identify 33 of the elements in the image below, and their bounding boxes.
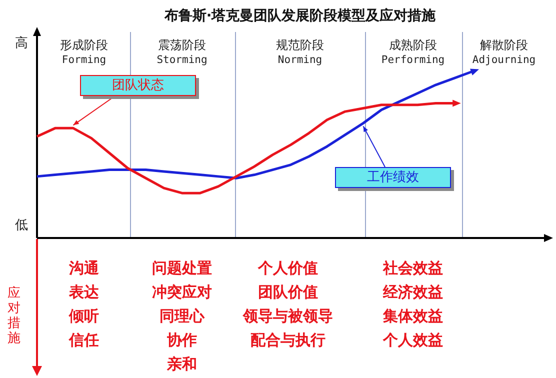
text: 个人价值 bbox=[258, 259, 318, 277]
callout-box: 工作绩效 bbox=[335, 167, 454, 191]
text: 社会效益 bbox=[383, 259, 443, 277]
text: Forming bbox=[62, 53, 106, 67]
text: 协作 bbox=[167, 331, 197, 349]
text: 形成阶段 bbox=[60, 38, 108, 52]
text: Norming bbox=[278, 53, 322, 67]
chart-title: 布鲁斯·塔克曼团队发展阶段模型及应对措施 bbox=[163, 7, 437, 24]
text: 经济效益 bbox=[383, 283, 443, 301]
text: 沟通 bbox=[69, 259, 99, 277]
annotation: 低 bbox=[15, 217, 28, 234]
text: 解散阶段 bbox=[480, 38, 528, 52]
text: 团队价值 bbox=[258, 283, 318, 301]
text: 应对措施 bbox=[6, 286, 22, 346]
text: 信任 bbox=[69, 331, 99, 349]
text: Storming bbox=[156, 53, 208, 67]
text: 集体效益 bbox=[383, 307, 443, 325]
text: 同理心 bbox=[160, 307, 204, 325]
text: 个人效益 bbox=[383, 331, 443, 349]
text: Performing bbox=[381, 53, 445, 67]
text: 问题处置 bbox=[152, 259, 212, 277]
text: 高 bbox=[15, 35, 28, 52]
text: 亲和 bbox=[167, 355, 197, 373]
text: 成熟阶段 bbox=[389, 38, 437, 52]
callout-box: 团队状态 bbox=[80, 75, 199, 99]
text: 冲突应对 bbox=[152, 283, 212, 301]
text: 倾听 bbox=[69, 307, 99, 325]
text: 震荡阶段 bbox=[158, 38, 206, 52]
text: 配合与执行 bbox=[250, 331, 326, 349]
text: 表达 bbox=[69, 283, 99, 301]
text: 规范阶段 bbox=[276, 38, 324, 52]
text: Adjourning bbox=[472, 53, 536, 67]
text: 领导与被领导 bbox=[243, 307, 333, 325]
